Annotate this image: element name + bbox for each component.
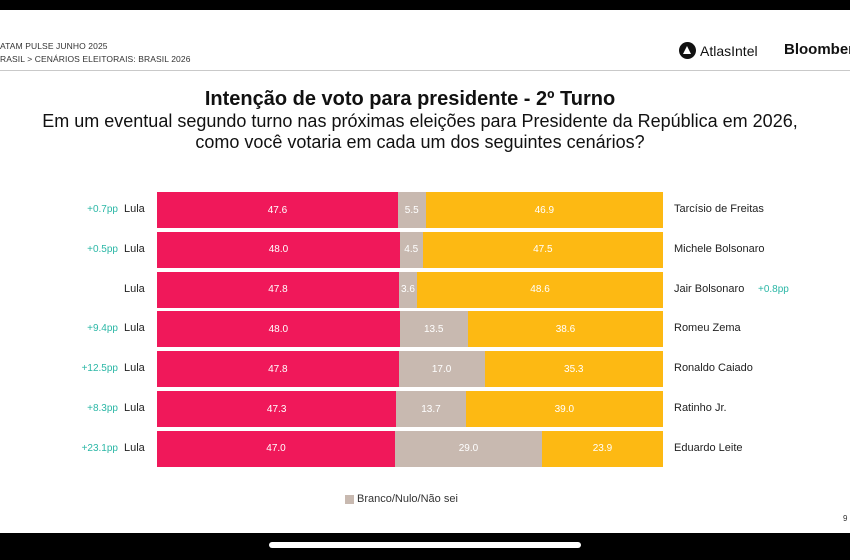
right-candidate: Michele Bolsonaro <box>674 242 765 255</box>
bar-blank: 3.6 <box>398 271 418 308</box>
bar-opponent: 47.5 <box>422 231 663 268</box>
left-delta: +8.3pp <box>87 403 118 414</box>
right-candidate: Ratinho Jr. <box>674 402 727 414</box>
chart-subtitle-line-2: como você votaria em cada um dos seguint… <box>195 132 645 152</box>
right-delta: +0.8pp <box>758 283 789 295</box>
bar-opponent: 23.9 <box>541 430 663 467</box>
bar-blank: 5.5 <box>397 192 426 228</box>
legend-label-blank: Branco/Nulo/Não sei <box>357 493 458 505</box>
chart-title: Intenção de voto para presidente - 2º Tu… <box>204 88 616 110</box>
right-candidate: Jair Bolsonaro <box>674 282 745 295</box>
left-candidate: Lula <box>124 402 145 414</box>
right-candidate: Ronaldo Caiado <box>674 362 753 375</box>
report-header: ATAM PULSE JUNHO 2025 RASIL > CENÁRIOS E… <box>0 40 191 66</box>
chart-legend: Branco/Nulo/Não sei <box>345 493 458 505</box>
left-candidate: Lula <box>124 362 145 375</box>
bar-lula: 47.8 <box>157 351 399 388</box>
bar-blank: 13.7 <box>396 391 466 427</box>
chart-subtitle-line-1: Em um eventual segundo turno nas próxima… <box>42 111 798 131</box>
left-delta: +0.5pp <box>87 243 118 255</box>
bar-blank: 29.0 <box>395 430 542 467</box>
bar-opponent: 38.6 <box>467 311 663 348</box>
header-divider <box>0 70 850 71</box>
page-number: 9 <box>843 514 848 523</box>
slide: ATAM PULSE JUNHO 2025 RASIL > CENÁRIOS E… <box>0 10 850 533</box>
left-delta: +9.4pp <box>87 323 118 335</box>
bar-opponent: 39.0 <box>465 391 663 427</box>
bar-lula: 47.8 <box>157 271 399 308</box>
bar-blank: 13.5 <box>399 311 468 348</box>
bar-opponent: 46.9 <box>425 192 663 228</box>
right-candidate: Tarcísio de Freitas <box>674 203 764 215</box>
bloomberg-logo: Bloomberg <box>784 41 850 58</box>
left-candidate: Lula <box>124 242 145 255</box>
chart-subtitle: Em um eventual segundo turno nas próxima… <box>0 111 840 153</box>
bar-opponent: 48.6 <box>417 271 663 308</box>
left-candidate: Lula <box>124 441 145 454</box>
home-indicator <box>269 542 581 548</box>
bar-lula: 48.0 <box>157 311 400 348</box>
left-candidate: Lula <box>124 203 145 215</box>
legend-swatch-blank <box>345 494 354 504</box>
left-candidate: Lula <box>124 282 145 295</box>
bar-lula: 47.3 <box>157 391 397 427</box>
right-candidate: Romeu Zema <box>674 322 741 335</box>
atlasintel-wordmark: AtlasIntel <box>700 42 758 59</box>
report-name: ATAM PULSE JUNHO 2025 <box>0 41 108 51</box>
bar-lula: 47.0 <box>157 430 396 467</box>
left-delta: +0.7pp <box>87 204 118 215</box>
bar-opponent: 35.3 <box>484 351 663 388</box>
bar-lula: 48.0 <box>157 231 400 268</box>
atlas-triangle-icon <box>679 42 696 59</box>
left-delta: +23.1pp <box>81 442 118 454</box>
atlasintel-logo: AtlasIntel <box>679 42 758 59</box>
bar-blank: 4.5 <box>399 231 423 268</box>
left-candidate: Lula <box>124 322 145 335</box>
report-breadcrumb: RASIL > CENÁRIOS ELEITORAIS: BRASIL 2026 <box>0 54 191 64</box>
bar-blank: 17.0 <box>398 351 485 388</box>
left-delta: +12.5pp <box>81 363 118 375</box>
right-candidate: Eduardo Leite <box>674 441 743 454</box>
bar-lula: 47.6 <box>157 192 398 228</box>
